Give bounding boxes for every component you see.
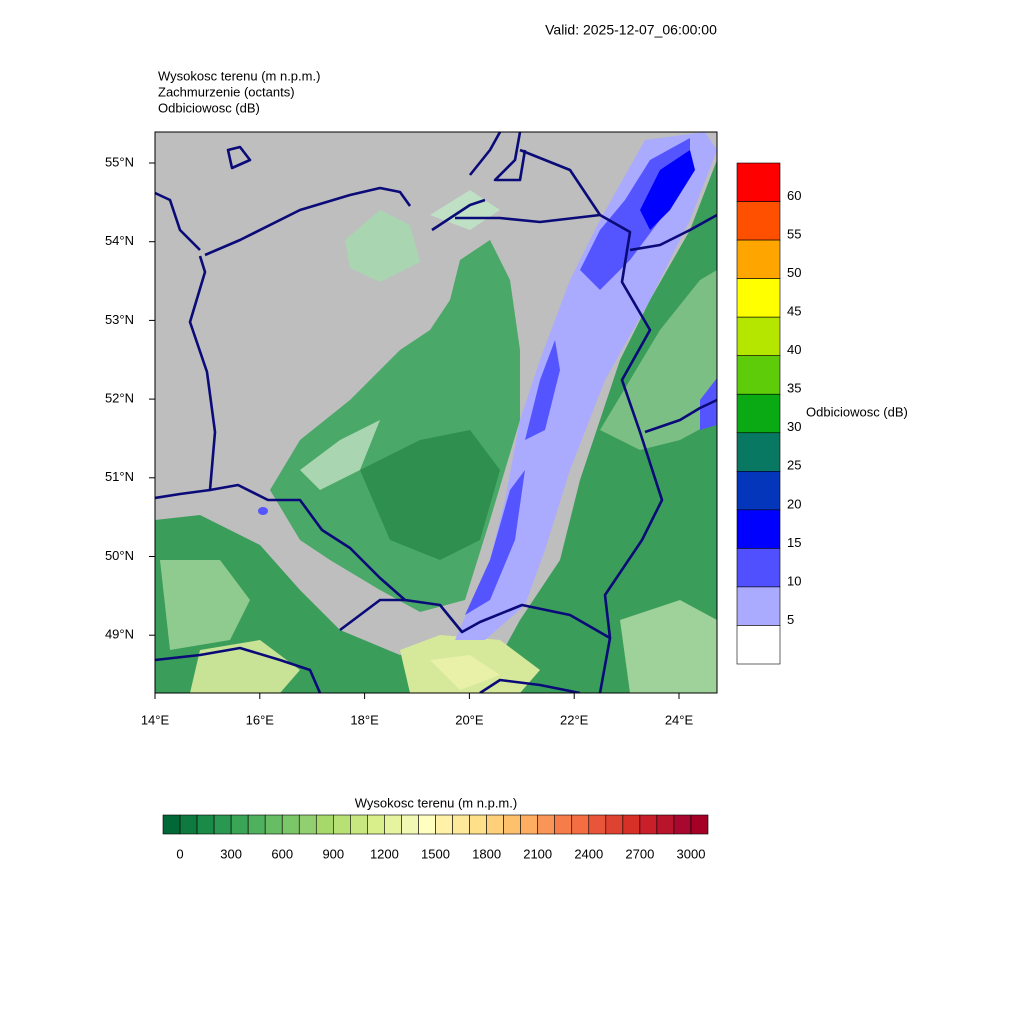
color-swatch [384, 814, 402, 835]
lat-label: 52°N [105, 391, 134, 406]
color-swatch [736, 393, 781, 434]
color-swatch [622, 814, 641, 835]
map-frame [154, 131, 718, 694]
terrain-colorbar: 0 300 600 900 1200 1500 1800 2100 2400 2700 3000 [162, 814, 709, 861]
colorbar-label: 2700 [625, 846, 654, 861]
colorbar-label: 40 [787, 342, 801, 357]
lon-label: 18°E [350, 712, 379, 727]
colorbar-label: 3000 [677, 846, 706, 861]
colorbar-title: Wysokosc terenu (m n.p.m.) [355, 795, 517, 810]
colorbar-label: 45 [787, 304, 801, 319]
field-title: Odbiciowosc (dB) [158, 100, 260, 115]
color-swatch [367, 814, 385, 835]
color-swatch [736, 162, 781, 202]
color-swatch [736, 586, 781, 626]
color-swatch [639, 814, 658, 835]
colorbar-label: 10 [787, 573, 801, 588]
color-swatch [736, 509, 781, 549]
colorbar-label: 25 [787, 458, 801, 473]
color-swatch [736, 471, 781, 511]
color-swatch [333, 814, 351, 835]
lat-label: 49°N [105, 627, 134, 642]
color-swatch [435, 814, 453, 835]
colorbar-label: 5 [787, 612, 794, 627]
color-swatch [162, 814, 181, 835]
lat-label: 55°N [105, 154, 134, 169]
color-swatch [673, 814, 692, 835]
color-swatch [281, 814, 300, 835]
color-swatch [537, 814, 556, 835]
color-swatch [588, 814, 607, 835]
field-title: Zachmurzenie (octants) [158, 84, 295, 99]
colorbar-label: 0 [176, 846, 183, 861]
map-area [155, 132, 717, 693]
color-swatch [315, 814, 334, 835]
color-swatch [736, 201, 781, 241]
colorbar-label: 2400 [574, 846, 603, 861]
lat-axis: 55°N 54°N 53°N 52°N 51°N 50°N 49°N [105, 154, 155, 642]
colorbar-label: 2100 [523, 846, 552, 861]
color-swatch [690, 814, 709, 835]
color-swatch [230, 814, 249, 835]
color-swatch [571, 814, 590, 835]
lon-axis: 14°E 16°E 18°E 20°E 22°E 24°E [141, 693, 694, 727]
color-swatch [264, 814, 283, 835]
color-swatch [736, 355, 781, 395]
lon-label: 16°E [246, 712, 275, 727]
color-swatch [520, 814, 538, 835]
colorbar-label: 30 [787, 419, 801, 434]
color-swatch [298, 814, 317, 835]
colorbar-label: 60 [787, 188, 801, 203]
field-title: Wysokosc terenu (m n.p.m.) [158, 68, 320, 83]
color-swatch [554, 814, 573, 835]
colorbar-label: 600 [271, 846, 293, 861]
colorbar-label: 20 [787, 496, 801, 511]
color-swatch [452, 814, 470, 835]
lon-label: 14°E [141, 712, 170, 727]
colorbar-label: 35 [787, 381, 801, 396]
color-swatch [503, 814, 521, 835]
colorbar-label: 1800 [472, 846, 501, 861]
color-swatch [736, 432, 781, 472]
color-swatch [656, 814, 675, 835]
color-swatch [196, 814, 215, 835]
color-swatch [486, 814, 504, 835]
color-swatch [736, 239, 781, 279]
color-swatch [469, 814, 487, 835]
color-swatch [213, 814, 232, 835]
color-swatch [247, 814, 266, 835]
lat-label: 53°N [105, 312, 134, 327]
lon-label: 22°E [560, 712, 589, 727]
lat-label: 51°N [105, 469, 134, 484]
colorbar-label: 1500 [421, 846, 450, 861]
colorbar-label: 50 [787, 265, 801, 280]
colorbar-label: 300 [220, 846, 242, 861]
lat-label: 50°N [105, 548, 134, 563]
colorbar-label: 900 [322, 846, 344, 861]
color-swatch [401, 814, 419, 835]
colorbar-label: 15 [787, 535, 801, 550]
color-swatch [350, 814, 368, 835]
colorbar-label: 55 [787, 227, 801, 242]
color-swatch [418, 814, 436, 835]
colorbar-label: 1200 [370, 846, 399, 861]
color-swatch [736, 625, 781, 665]
color-swatch [736, 316, 781, 356]
color-swatch [736, 278, 781, 318]
lon-label: 24°E [665, 712, 694, 727]
lon-label: 20°E [455, 712, 484, 727]
colorbar-title: Odbiciowosc (dB) [806, 404, 908, 419]
valid-time: Valid: 2025-12-07_06:00:00 [545, 22, 717, 38]
color-swatch [605, 814, 624, 835]
color-swatch [179, 814, 198, 835]
lat-label: 54°N [105, 233, 134, 248]
reflectivity-colorbar: 60 55 50 45 40 35 30 25 20 15 10 5 [736, 162, 801, 665]
color-swatch [736, 548, 781, 588]
